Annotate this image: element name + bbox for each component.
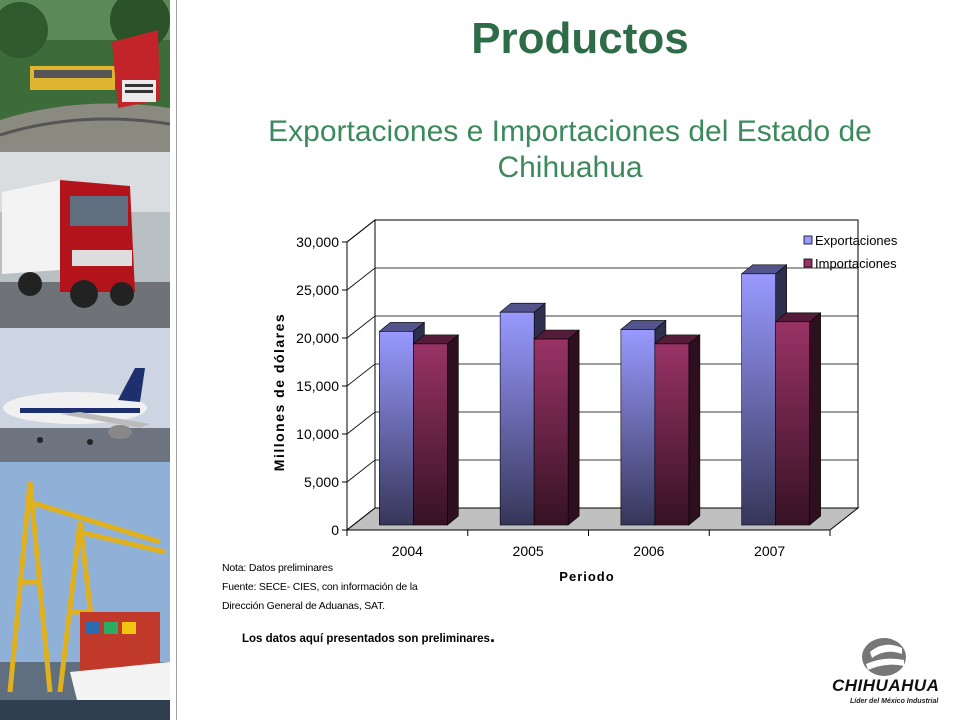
preliminary-notice: Los datos aquí presentados son prelimina…	[242, 626, 495, 647]
train-photo	[0, 0, 170, 152]
bar-exportaciones-2007	[741, 273, 776, 526]
y-tick-label: 5,000	[304, 474, 339, 490]
bar-importaciones-2006	[654, 343, 690, 526]
preliminary-period: .	[489, 626, 495, 646]
x-axis-label: Periodo	[559, 569, 614, 584]
truck-photo	[0, 152, 170, 328]
preliminary-text: Los datos aquí presentados son prelimina…	[242, 633, 490, 645]
logo-name: CHIHUAHUA	[832, 676, 940, 695]
gridline	[346, 267, 858, 291]
bar-side	[567, 329, 580, 526]
bar-importaciones-2007	[775, 321, 810, 526]
bar-exportaciones-2006	[620, 329, 656, 526]
note-line: Nota: Datos preliminares	[222, 562, 333, 574]
bar-importaciones-2005	[533, 338, 569, 526]
logo-tagline: Líder del México Industrial	[850, 698, 939, 705]
airplane-photo	[0, 328, 170, 462]
gridline	[346, 315, 858, 339]
bar-side	[447, 334, 459, 526]
photo-strip	[0, 0, 170, 720]
logo-emblem-icon	[862, 638, 906, 676]
y-tick-label: 0	[331, 522, 339, 538]
page-title: Productos	[471, 14, 689, 63]
bar-side	[809, 312, 821, 526]
y-tick-label: 25,000	[296, 282, 339, 298]
note-line: Dirección General de Aduanas, SAT.	[222, 600, 385, 612]
y-tick-label: 10,000	[296, 426, 339, 442]
port-cranes-photo	[0, 462, 170, 720]
chart-bars	[378, 264, 822, 526]
x-tick-label: 2006	[633, 543, 664, 559]
chihuahua-logo: CHIHUAHUA Líder del México Industrial	[826, 630, 946, 716]
bar-side	[688, 334, 701, 526]
legend-swatch	[803, 258, 813, 268]
bar-exportaciones-2004	[379, 331, 414, 526]
x-tick-label: 2004	[392, 543, 423, 559]
y-tick-label: 30,000	[296, 234, 339, 250]
chart-legend: Exportaciones Importaciones	[803, 233, 898, 271]
page-subtitle: Exportaciones e Importaciones del Estado…	[268, 115, 872, 184]
legend-swatch	[803, 235, 813, 245]
bar-importaciones-2004	[413, 343, 448, 526]
source-note: Nota: Datos preliminares Fuente: SECE- C…	[222, 559, 418, 616]
vertical-divider	[176, 0, 177, 720]
y-tick-label: 20,000	[296, 330, 339, 346]
legend-label: Importaciones	[815, 256, 897, 271]
bar-exportaciones-2005	[499, 311, 535, 526]
note-line: Fuente: SECE- CIES, con información de l…	[222, 581, 418, 593]
chart-axes: 0 5,000 10,000 15,000 20,000 25,000 30,000 2004…	[296, 234, 831, 559]
legend-label: Exportaciones	[815, 233, 898, 248]
gridline	[346, 219, 858, 243]
x-tick-label: 2005	[513, 543, 544, 559]
y-tick-label: 15,000	[296, 378, 339, 394]
x-tick-label: 2007	[754, 543, 785, 559]
y-axis-label: Millones de dólares	[271, 313, 287, 471]
